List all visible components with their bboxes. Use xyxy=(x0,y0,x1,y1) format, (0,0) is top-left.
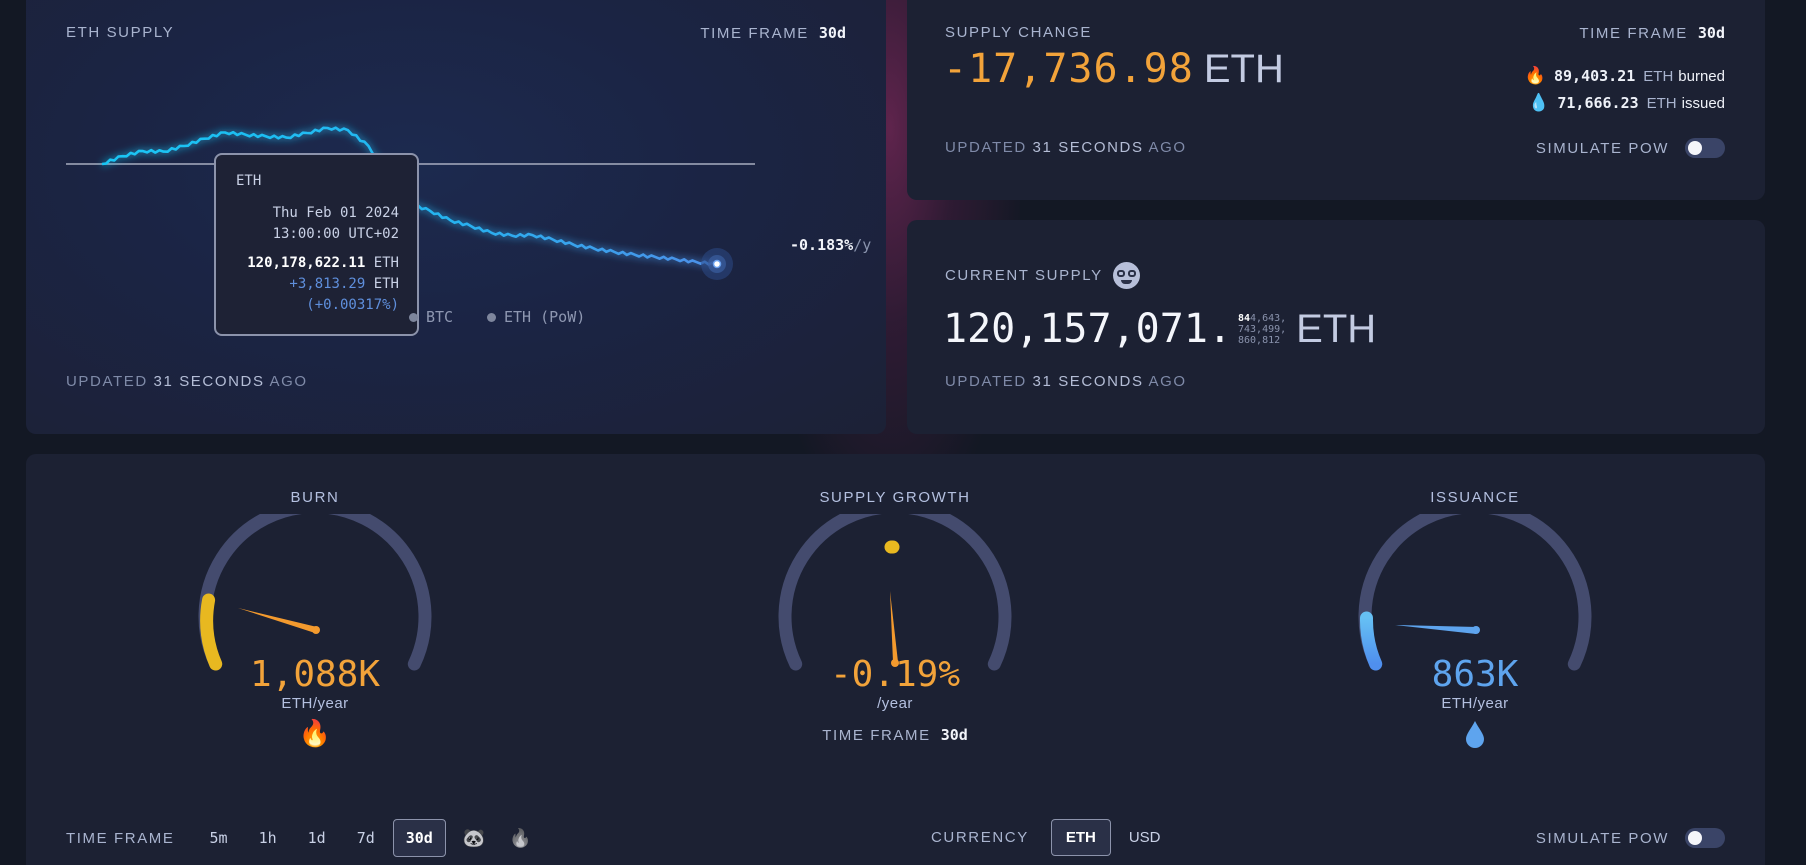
simulate-pow-toggle[interactable] xyxy=(1685,828,1725,848)
fire-icon[interactable]: 🔥 xyxy=(509,827,532,848)
supply-change-updated: UPDATED 31 SECONDS AGO xyxy=(945,139,1187,156)
time-frame-selector: TIME FRAME 5m 1h 1d 7d 30d 🐼 🔥 xyxy=(66,819,544,857)
time-frame-1d-button[interactable]: 1d xyxy=(295,819,339,857)
supply-growth-unit: /year xyxy=(877,695,913,712)
supply-rate: -0.183%/y xyxy=(790,236,872,254)
currency-selector: CURRENCY ETH USD xyxy=(931,819,1178,856)
supply-growth-needle xyxy=(890,591,898,662)
droplet-icon: 💧 xyxy=(1528,93,1550,112)
supply-change-amount: -17,736.98 ETH xyxy=(943,46,1284,92)
burned-stat: 🔥 89,403.21 ETH burned xyxy=(1524,66,1725,85)
simulate-pow-top: SIMULATE PoW xyxy=(1536,138,1725,158)
current-supply-panel: CURRENT SUPPLY 120,157,071. 844,643, 743… xyxy=(907,220,1765,434)
legend-btc[interactable]: BTC xyxy=(409,308,453,326)
simulate-pow-bottom: SIMULATE PoW xyxy=(1536,828,1725,848)
issued-stat: 💧 71,666.23 ETH issued xyxy=(1528,93,1725,112)
time-frame-7d-button[interactable]: 7d xyxy=(344,819,388,857)
tooltip-date: Thu Feb 01 2024 xyxy=(272,205,399,221)
eth-supply-time-frame: TIME FRAME 30d xyxy=(700,24,846,42)
burn-needle xyxy=(238,608,317,633)
supply-growth-time-frame: TIME FRAME 30d xyxy=(822,726,968,744)
burn-gauge-dial xyxy=(198,514,432,671)
issuance-gauge: ISSUANCE 863K ETH/year xyxy=(1325,489,1625,748)
panda-icon[interactable]: 🐼 xyxy=(462,827,486,848)
issuance-gauge-dial xyxy=(1358,514,1592,671)
current-supply-amount: 120,157,071. 844,643, 743,499, 860,812 E… xyxy=(943,306,1377,352)
supply-growth-gauge-dial xyxy=(778,514,1012,671)
issuance-needle xyxy=(1395,625,1477,634)
current-supply-updated: UPDATED 31 SECONDS AGO xyxy=(945,373,1187,390)
time-frame-30d-button[interactable]: 30d xyxy=(392,819,446,857)
currency-label: CURRENCY xyxy=(931,829,1029,846)
time-frame-1h-button[interactable]: 1h xyxy=(246,819,290,857)
burn-value: 1,088K xyxy=(249,654,381,695)
supply-change-time-frame: TIME FRAME 30d xyxy=(1579,24,1725,42)
droplet-icon xyxy=(1465,720,1485,748)
currency-usd-button[interactable]: USD xyxy=(1116,819,1174,856)
currency-eth-button[interactable]: ETH xyxy=(1050,819,1111,856)
tooltip-supply: 120,178,622.11 ETH xyxy=(247,255,399,271)
time-frame-value: 30d xyxy=(818,24,846,42)
supply-change-title: SUPPLY CHANGE xyxy=(945,24,1092,41)
current-supply-title: CURRENT SUPPLY xyxy=(945,267,1103,284)
supply-growth-gauge: SUPPLY GROWTH -0.19% /year TIME FRAME 30… xyxy=(745,489,1045,744)
tooltip-delta-pct: (+0.00317%) xyxy=(306,297,399,313)
burn-unit: ETH/year xyxy=(281,695,349,712)
chart-tooltip: ETH Thu Feb 01 2024 13:00:00 UTC+02 120,… xyxy=(214,153,419,336)
time-frame-label: TIME FRAME xyxy=(700,25,809,42)
tooltip-time: 13:00:00 UTC+02 xyxy=(272,226,399,242)
legend-dot-icon xyxy=(409,312,418,322)
issuance-unit: ETH/year xyxy=(1441,695,1509,712)
fire-icon: 🔥 xyxy=(298,718,332,748)
time-frame-5m-button[interactable]: 5m xyxy=(197,819,241,857)
supply-fraction: 844,643, 743,499, 860,812 xyxy=(1237,312,1287,346)
endpoint-dot xyxy=(712,259,722,269)
eth-supply-panel: ETH SUPPLY TIME FRAME 30d -0.183%/y ETH … xyxy=(26,0,886,434)
burn-gauge: BURN 1,088K ETH/year 🔥 xyxy=(165,489,465,749)
issuance-value: 863K xyxy=(1431,654,1519,695)
legend-eth-pow[interactable]: ETH (PoW) xyxy=(487,308,585,326)
supply-change-panel: SUPPLY CHANGE TIME FRAME 30d -17,736.98 … xyxy=(907,0,1765,200)
time-frame-label: TIME FRAME xyxy=(66,829,175,847)
simulate-pow-toggle[interactable] xyxy=(1685,138,1725,158)
supply-line-chart[interactable] xyxy=(26,0,886,434)
tooltip-delta: +3,813.29 ETH xyxy=(289,276,399,292)
supply-growth-value: -0.19% xyxy=(829,654,961,695)
eth-supply-updated: UPDATED 31 SECONDS AGO xyxy=(66,373,308,390)
fire-icon: 🔥 xyxy=(1524,66,1546,85)
nerd-face-icon[interactable] xyxy=(1112,262,1140,289)
eth-supply-title: ETH SUPPLY xyxy=(66,24,175,41)
legend-dot-icon xyxy=(487,312,496,322)
